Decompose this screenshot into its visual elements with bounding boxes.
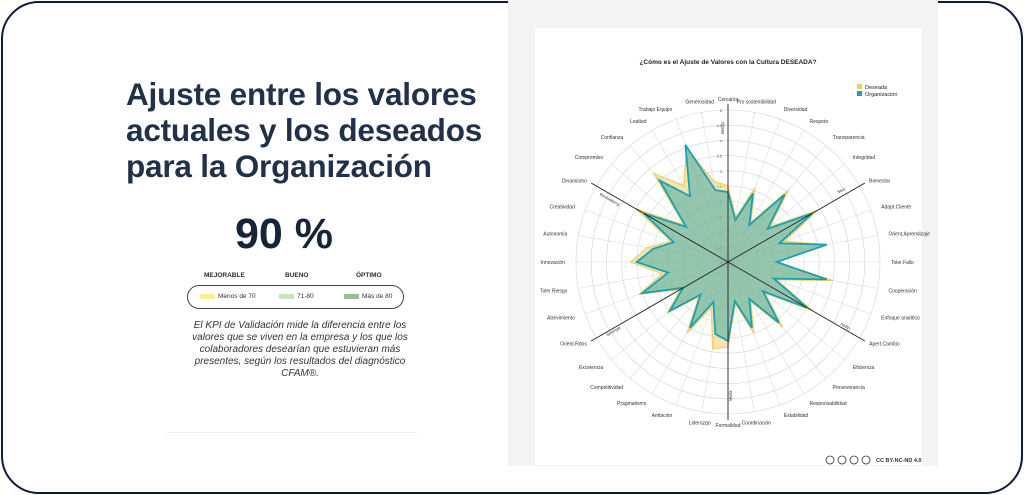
quadrant-label: Sinergia (606, 325, 622, 337)
category-label: Bienestar (869, 179, 890, 185)
chart-title: ¿Cómo es el Ajuste de Valores con la Cul… (639, 59, 816, 66)
quadrant-divider (590, 261, 729, 342)
category-label: Generosidad (685, 99, 714, 105)
divider (165, 432, 417, 433)
category-label: Toler.Fallo (891, 260, 914, 266)
category-label: Toler.Riesgo (540, 288, 568, 294)
tick-label: 3 (720, 169, 723, 174)
category-label: Orient.Aprendizaje (889, 232, 931, 238)
quadrant-label: Ugwu (839, 322, 851, 332)
category-label: Cercanía (718, 97, 739, 103)
nc-icon (849, 455, 859, 465)
category-label: Diversidad (784, 107, 808, 113)
category-label: Apert.Cambio (869, 342, 900, 348)
legend-label-deseada: Deseada (865, 85, 888, 91)
category-label: Eficiencia (853, 365, 875, 371)
legend-item-mid: 71-80 (279, 293, 314, 300)
page-title: Ajuste entre los valores actuales y los … (126, 76, 526, 184)
by-icon (837, 455, 847, 465)
category-label: Creatividad (550, 204, 576, 210)
legend-swatch-organizacion (857, 91, 862, 96)
category-label: Enfoque analítico (881, 316, 920, 322)
legend-item-low: Menos de 70 (200, 293, 256, 300)
category-label: Trabajo Equipo (639, 107, 673, 113)
legend-swatch-deseada (857, 84, 862, 89)
legend-label-high: Más de 80 (362, 293, 393, 300)
legend-item-high: Más de 80 (344, 293, 392, 300)
quadrant-divider (727, 182, 866, 263)
category-label: Respeto (810, 119, 829, 125)
title-line-2: actuales y los deseados (126, 112, 483, 148)
category-label: Integridad (853, 155, 875, 161)
title-line-3: para la Organización (126, 148, 432, 184)
category-label: Pragmatismo (617, 401, 647, 407)
title-line-1: Ajuste entre los valores (126, 76, 477, 112)
category-label: Formalidad (715, 423, 740, 429)
category-label: Coordinación (742, 421, 772, 427)
tick-label: 3.5 (716, 154, 722, 159)
category-label: Responsabilidad (810, 401, 847, 407)
category-label: Liderazgo (689, 421, 711, 427)
legend-label-organizacion: Organización (865, 92, 897, 98)
nd-icon (861, 455, 871, 465)
category-label: Orient.Rdos (560, 342, 587, 348)
kpi-value: 90 % (235, 210, 334, 258)
kpi-legend: Menos de 70 71-80 Más de 80 (187, 285, 404, 309)
category-label: Ambición (652, 413, 673, 419)
category-label: Pro sostenibilidad (737, 99, 777, 105)
category-label: Excelencia (579, 365, 603, 371)
category-label: Atrevimiento (547, 316, 575, 322)
category-label: Adapt.Cliente (881, 204, 911, 210)
quadrant-label: Hengu (720, 121, 725, 134)
license-text: CC BY-NC-ND 4.0 (876, 458, 922, 464)
category-label: Cooperación (889, 288, 918, 294)
category-label: Estabilidad (784, 413, 809, 419)
category-label: Transparencia (833, 135, 865, 141)
level-label-bueno: BUENO (285, 272, 309, 279)
license-badge: CC BY-NC-ND 4.0 (825, 455, 922, 465)
category-label: Confianza (601, 135, 624, 141)
category-label: Compromiso (575, 155, 604, 161)
category-label: Competitividad (590, 385, 623, 391)
cc-icon (825, 455, 835, 465)
category-label: Autonomía (543, 232, 567, 238)
tick-label: 4.5 (716, 123, 722, 128)
quadrant-divider (590, 182, 729, 263)
quadrant-label: Sisu (836, 186, 846, 195)
category-label: Lealtad (630, 119, 647, 125)
legend-label-mid: 71-80 (297, 293, 314, 300)
category-label: Innovación (541, 260, 565, 266)
category-label: Dinamismo (562, 179, 587, 185)
tick-label: 5 (720, 108, 723, 113)
tick-label: 4 (720, 138, 723, 143)
legend-swatch-mid (279, 293, 294, 299)
quadrant-label: Metta (728, 390, 733, 401)
level-label-optimo: ÓPTIMO (356, 272, 382, 279)
legend-swatch-high (344, 293, 359, 299)
category-label: Perseverancia (833, 385, 865, 391)
kpi-description: El KPI de Validación mide la diferencia … (192, 320, 408, 379)
legend-label-low: Menos de 70 (218, 293, 256, 300)
legend-swatch-low (200, 293, 215, 299)
level-label-mejorable: MEJORABLE (204, 272, 245, 279)
quadrant-divider (727, 261, 866, 342)
